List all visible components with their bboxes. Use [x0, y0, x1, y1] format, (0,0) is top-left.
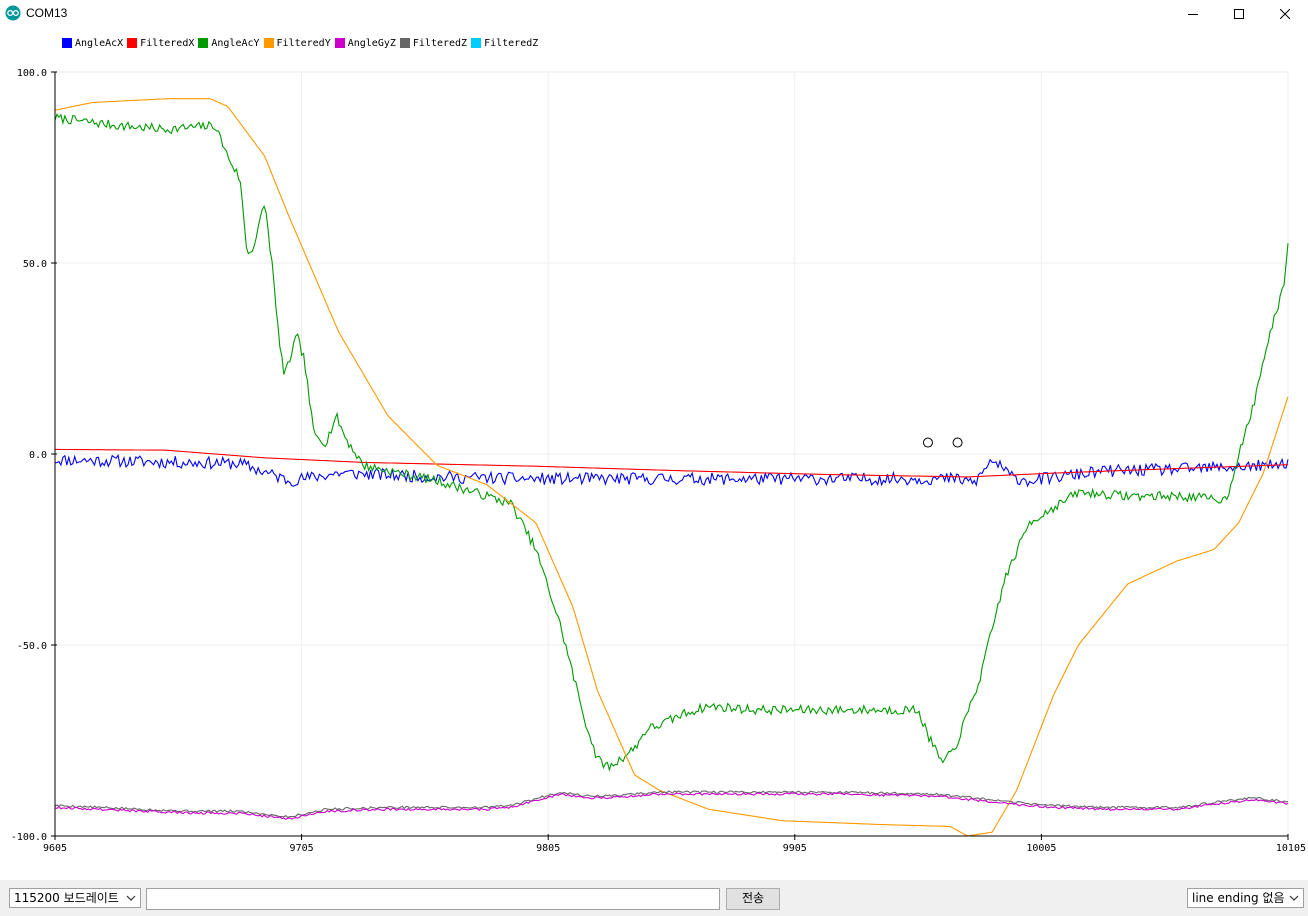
- x-tick-label: 9905: [783, 843, 807, 854]
- y-tick-label: -50.0: [17, 641, 47, 652]
- legend-swatch: [198, 38, 209, 48]
- legend-label: FilteredY: [276, 37, 331, 49]
- y-tick-label: -100.0: [11, 832, 47, 843]
- series-layer: [54, 98, 1289, 837]
- legend-item: FilteredZ: [471, 38, 538, 49]
- minimize-icon: [1188, 14, 1198, 15]
- series-line-AngleAcX: [54, 453, 1289, 488]
- legend-swatch: [62, 38, 72, 48]
- legend-label: AngleAcX: [75, 37, 124, 49]
- legend-label: FilteredZ: [484, 37, 539, 49]
- marker-circle: [952, 437, 963, 448]
- baud-rate-value: 115200 보드레이트: [14, 891, 119, 905]
- x-tick-label: 10005: [1026, 843, 1056, 854]
- maximize-button[interactable]: [1216, 0, 1262, 28]
- chevron-down-icon: [1289, 895, 1299, 901]
- bottom-bar: 115200 보드레이트 전송 line ending 없음: [0, 880, 1308, 916]
- y-tick-label: 50.0: [23, 259, 47, 270]
- legend-swatch: [399, 38, 410, 48]
- grid: [54, 71, 1289, 837]
- line-ending-select[interactable]: line ending 없음: [1187, 888, 1304, 908]
- y-tick-label: 0.0: [29, 450, 47, 461]
- maximize-icon: [1234, 9, 1244, 19]
- legend-item: AngleAcX: [62, 38, 123, 49]
- send-input[interactable]: [146, 888, 720, 910]
- series-line-AngleAcY: [54, 113, 1289, 772]
- x-tick-label: 9605: [43, 843, 67, 854]
- minimize-button[interactable]: [1170, 0, 1216, 28]
- x-tick-label: 9705: [290, 843, 314, 854]
- legend-swatch: [127, 38, 138, 48]
- legend-swatch: [471, 38, 482, 48]
- title-bar: COM13: [0, 0, 1308, 28]
- y-tick-label: 100.0: [17, 68, 47, 79]
- chevron-down-icon: [126, 895, 136, 901]
- x-tick-label: 10105: [1276, 843, 1306, 854]
- legend-label: AngleGyZ: [347, 37, 396, 49]
- legend-item: AngleAcY: [198, 37, 260, 49]
- series-line-AngleGyZ: [54, 792, 1289, 821]
- window-title: COM13: [26, 6, 68, 20]
- arduino-icon: [5, 5, 21, 21]
- series-line-FilteredY: [54, 98, 1289, 837]
- close-icon: [1280, 9, 1290, 19]
- series-line-FilteredX: [55, 448, 1289, 478]
- legend-item: FilteredX: [127, 38, 194, 49]
- legend-label: FilteredZ: [412, 37, 468, 49]
- send-button[interactable]: 전송: [726, 888, 780, 910]
- legend-swatch: [263, 38, 274, 48]
- markers: [922, 437, 963, 448]
- marker-circle: [922, 437, 933, 448]
- baud-rate-select[interactable]: 115200 보드레이트: [9, 888, 141, 908]
- close-button[interactable]: [1262, 0, 1308, 28]
- legend-item: FilteredZ: [399, 37, 468, 49]
- legend-swatch: [334, 38, 345, 48]
- legend-item: FilteredY: [263, 37, 331, 49]
- legend-item: AngleGyZ: [334, 37, 396, 49]
- legend-label: AngleAcY: [211, 37, 260, 49]
- legend: AngleAcX FilteredX AngleAcY FilteredY An…: [62, 35, 542, 51]
- legend-label: FilteredX: [140, 37, 195, 49]
- series-line-FilteredZ: [54, 790, 1289, 819]
- x-tick-label: 9805: [536, 843, 560, 854]
- line-ending-value: line ending 없음: [1192, 891, 1285, 905]
